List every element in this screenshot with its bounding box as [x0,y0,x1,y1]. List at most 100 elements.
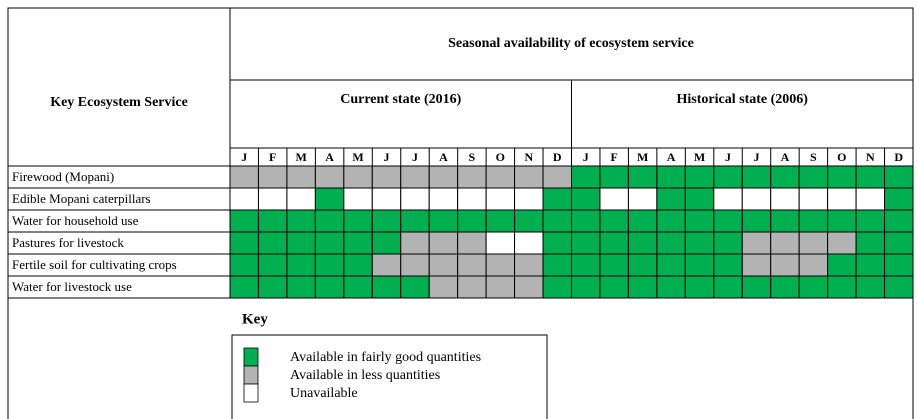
month-label: J [753,150,759,164]
cell [428,275,459,299]
cell [599,275,629,299]
month-label: A [667,150,676,164]
cell [656,275,686,299]
cell [684,275,715,299]
cell [713,187,743,211]
cell [884,209,914,233]
cell [343,165,373,189]
cell [571,187,601,211]
cell [286,209,316,233]
service-name: Water for household use [12,213,139,228]
cell [741,187,772,211]
cell [713,253,743,277]
key-label: Available in less quantities [290,368,440,383]
cell [428,187,459,211]
cell [855,253,886,277]
cell [542,253,573,277]
cell [229,187,259,211]
cell [656,209,686,233]
cell [684,209,715,233]
cell [343,275,373,299]
cell [855,165,886,189]
month-label: A [439,150,448,164]
service-header: Key Ecosystem Service [50,95,188,110]
cell [798,187,829,211]
cell [656,231,686,255]
cell [485,253,516,277]
key-swatch [243,347,259,367]
month-label: A [325,150,334,164]
cell [571,231,601,255]
month-label: M [352,150,363,164]
cell [400,253,430,277]
key-swatch [243,365,259,385]
cell [798,165,829,189]
cell [627,231,658,255]
cell [542,209,573,233]
cell [371,275,402,299]
cell [770,209,800,233]
cell [770,275,800,299]
cell [684,231,715,255]
month-label: F [611,150,618,164]
cell [457,253,487,277]
cell [571,275,601,299]
cell [684,253,715,277]
cell [371,231,402,255]
cell [599,165,629,189]
cell [627,187,658,211]
cell [741,209,772,233]
cell [599,209,629,233]
cell [257,187,288,211]
month-label: D [894,150,903,164]
cell [684,187,715,211]
cell [827,187,857,211]
cell [428,209,459,233]
cell [827,275,857,299]
cell [485,231,516,255]
cell [770,253,800,277]
cell [314,253,345,277]
cell [485,275,516,299]
month-label: D [553,150,562,164]
cell [257,231,288,255]
cell [314,209,345,233]
service-name: Pastures for livestock [12,235,124,250]
cell [599,187,629,211]
cell [286,187,316,211]
cell [884,253,914,277]
service-name: Water for livestock use [12,279,132,294]
cell [457,165,487,189]
cell [827,209,857,233]
cell [371,165,402,189]
key-label: Unavailable [290,386,358,401]
cell [229,275,259,299]
month-label: F [269,150,276,164]
cell [428,231,459,255]
month-label: J [412,150,418,164]
cell [627,209,658,233]
cell [884,187,914,211]
cell [371,253,402,277]
cell [684,165,715,189]
cell [884,275,914,299]
cell [400,165,430,189]
cell [855,187,886,211]
cell [798,209,829,233]
cell [457,187,487,211]
cell [485,165,516,189]
service-name: Edible Mopani caterpillars [12,191,151,206]
cell [713,275,743,299]
cell [571,165,601,189]
cell [542,231,573,255]
cell [514,231,544,255]
cell [400,187,430,211]
cell [827,253,857,277]
cell [457,275,487,299]
cell [229,253,259,277]
cell [599,253,629,277]
cell [798,275,829,299]
month-label: S [469,150,476,164]
key-box [231,334,548,419]
